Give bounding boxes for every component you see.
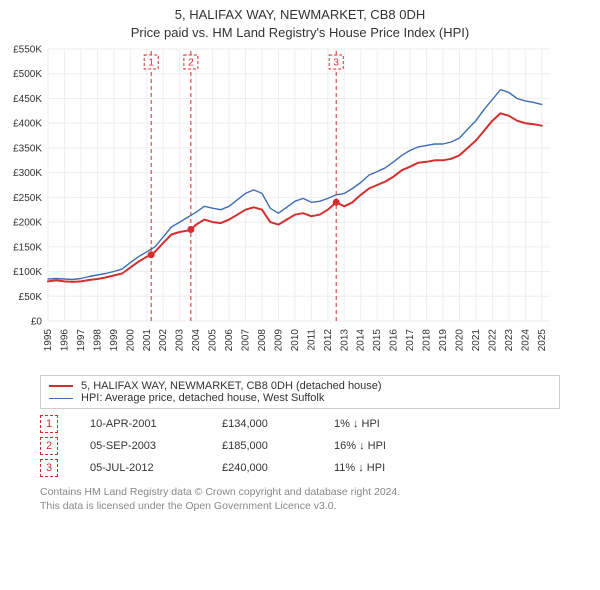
- sale-pct-vs-hpi: 1% ↓ HPI: [334, 418, 380, 430]
- svg-text:2023: 2023: [504, 329, 515, 352]
- svg-text:2: 2: [188, 58, 194, 69]
- sale-marker-badge: 2: [40, 437, 58, 455]
- svg-text:£550K: £550K: [13, 45, 42, 56]
- sale-date: 05-JUL-2012: [90, 462, 190, 474]
- legend-label: 5, HALIFAX WAY, NEWMARKET, CB8 0DH (deta…: [81, 380, 382, 392]
- sale-row: 2 05-SEP-2003 £185,000 16% ↓ HPI: [40, 435, 560, 457]
- attribution-footer: Contains HM Land Registry data © Crown c…: [40, 485, 560, 513]
- sale-price: £185,000: [222, 440, 302, 452]
- legend-swatch: [49, 398, 73, 399]
- svg-text:2012: 2012: [323, 329, 334, 352]
- sales-markers-table: 1 10-APR-2001 £134,000 1% ↓ HPI 2 05-SEP-2003…: [40, 413, 560, 479]
- svg-text:1997: 1997: [76, 329, 87, 352]
- svg-text:2025: 2025: [537, 329, 548, 352]
- svg-text:2003: 2003: [175, 329, 186, 352]
- svg-text:£250K: £250K: [13, 193, 42, 204]
- title-line-2: Price paid vs. HM Land Registry's House …: [0, 24, 600, 42]
- svg-text:2005: 2005: [208, 329, 219, 352]
- svg-text:£50K: £50K: [19, 292, 43, 303]
- svg-text:2006: 2006: [224, 329, 235, 352]
- svg-text:1998: 1998: [92, 329, 103, 352]
- svg-text:2007: 2007: [241, 329, 252, 352]
- svg-text:£300K: £300K: [13, 168, 42, 179]
- svg-text:1999: 1999: [109, 329, 120, 352]
- footer-line-2: This data is licensed under the Open Gov…: [40, 499, 560, 513]
- svg-text:£100K: £100K: [13, 267, 42, 278]
- legend-item: HPI: Average price, detached house, West…: [49, 392, 551, 404]
- title-line-1: 5, HALIFAX WAY, NEWMARKET, CB8 0DH: [0, 6, 600, 24]
- svg-text:£150K: £150K: [13, 242, 42, 253]
- svg-text:£0: £0: [31, 317, 43, 328]
- svg-text:£200K: £200K: [13, 218, 42, 229]
- svg-text:2021: 2021: [471, 329, 482, 352]
- svg-text:£350K: £350K: [13, 144, 42, 155]
- sale-row: 1 10-APR-2001 £134,000 1% ↓ HPI: [40, 413, 560, 435]
- sale-date: 05-SEP-2003: [90, 440, 190, 452]
- svg-text:£500K: £500K: [13, 69, 42, 80]
- svg-text:2017: 2017: [405, 329, 416, 352]
- svg-text:1995: 1995: [43, 329, 54, 352]
- sale-marker-badge: 3: [40, 459, 58, 477]
- footer-line-1: Contains HM Land Registry data © Crown c…: [40, 485, 560, 499]
- chart-title-block: 5, HALIFAX WAY, NEWMARKET, CB8 0DH Price…: [0, 0, 600, 41]
- svg-text:£450K: £450K: [13, 94, 42, 105]
- svg-text:£400K: £400K: [13, 119, 42, 130]
- svg-text:2009: 2009: [273, 329, 284, 352]
- svg-text:2024: 2024: [520, 329, 531, 352]
- svg-text:2013: 2013: [339, 329, 350, 352]
- svg-text:2014: 2014: [356, 329, 367, 352]
- svg-text:2010: 2010: [290, 329, 301, 352]
- legend-item: 5, HALIFAX WAY, NEWMARKET, CB8 0DH (deta…: [49, 380, 551, 392]
- svg-text:3: 3: [333, 58, 339, 69]
- svg-text:2001: 2001: [142, 329, 153, 352]
- svg-text:1: 1: [148, 58, 154, 69]
- svg-text:2004: 2004: [191, 329, 202, 352]
- svg-text:2015: 2015: [372, 329, 383, 352]
- svg-text:1996: 1996: [59, 329, 70, 352]
- legend-label: HPI: Average price, detached house, West…: [81, 392, 324, 404]
- sale-pct-vs-hpi: 16% ↓ HPI: [334, 440, 386, 452]
- svg-text:2018: 2018: [422, 329, 433, 352]
- line-chart: £0 £50K £100K £150K £200K £250K £300K £350K £400…: [0, 41, 600, 371]
- sale-price: £240,000: [222, 462, 302, 474]
- svg-text:2002: 2002: [158, 329, 169, 352]
- sale-row: 3 05-JUL-2012 £240,000 11% ↓ HPI: [40, 457, 560, 479]
- svg-text:2008: 2008: [257, 329, 268, 352]
- svg-text:2020: 2020: [454, 329, 465, 352]
- legend-swatch: [49, 385, 73, 387]
- svg-text:2019: 2019: [438, 329, 449, 352]
- svg-text:2011: 2011: [306, 329, 317, 351]
- svg-text:2000: 2000: [125, 329, 136, 352]
- sale-marker-badge: 1: [40, 415, 58, 433]
- sale-date: 10-APR-2001: [90, 418, 190, 430]
- svg-text:2016: 2016: [389, 329, 400, 352]
- svg-text:2022: 2022: [487, 329, 498, 352]
- sale-price: £134,000: [222, 418, 302, 430]
- sale-pct-vs-hpi: 11% ↓ HPI: [334, 462, 385, 474]
- chart-svg: £0 £50K £100K £150K £200K £250K £300K £350K £400…: [0, 41, 560, 371]
- chart-legend: 5, HALIFAX WAY, NEWMARKET, CB8 0DH (deta…: [40, 375, 560, 409]
